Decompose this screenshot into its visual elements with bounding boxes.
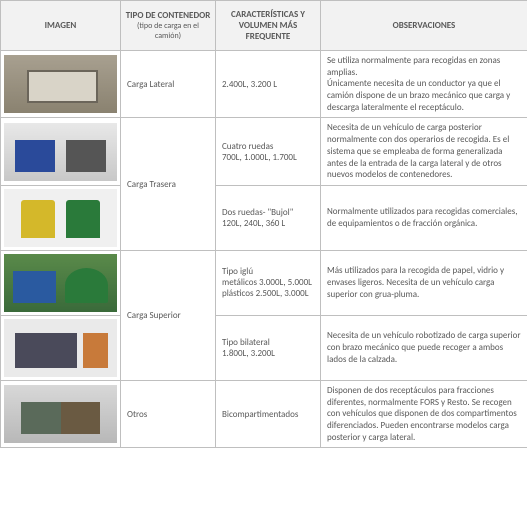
container-image <box>4 254 117 312</box>
table-body: Carga Lateral2.400L, 3.200 LSe utiliza n… <box>1 51 527 448</box>
image-cell <box>1 118 121 185</box>
container-image <box>4 385 117 443</box>
container-types-table: IMAGEN TIPO DE CONTENEDOR(tipo de carga … <box>0 0 527 448</box>
table-row: Tipo bilateral1.800L, 3.200LNecesita de … <box>1 315 527 380</box>
caracteristicas-cell: Cuatro ruedas700L, 1.000L, 1.700L <box>216 118 321 185</box>
caracteristicas-cell: 2.400L, 3.200 L <box>216 51 321 118</box>
image-cell <box>1 51 121 118</box>
col-caracteristicas: CARACTERÍSTICAS Y VOLUMEN MÁS FREQUENTE <box>216 1 321 51</box>
table-row: Carga SuperiorTipo iglúmetálicos 3.000L,… <box>1 250 527 315</box>
caracteristicas-cell: Dos ruedas- "Bujol"120L, 240L, 360 L <box>216 185 321 250</box>
table-row: Carga TraseraCuatro ruedas700L, 1.000L, … <box>1 118 527 185</box>
observaciones-cell: Se utiliza normalmente para recogidas en… <box>321 51 527 118</box>
tipo-cell: Carga Trasera <box>121 118 216 250</box>
container-image <box>4 189 117 247</box>
tipo-cell: Carga Superior <box>121 250 216 380</box>
caracteristicas-cell: Tipo iglúmetálicos 3.000L, 5.000Lplástic… <box>216 250 321 315</box>
col-tipo: TIPO DE CONTENEDOR(tipo de carga en el c… <box>121 1 216 51</box>
caracteristicas-cell: Tipo bilateral1.800L, 3.200L <box>216 315 321 380</box>
table-header-row: IMAGEN TIPO DE CONTENEDOR(tipo de carga … <box>1 1 527 51</box>
table-row: OtrosBicompartimentadosDisponen de dos r… <box>1 380 527 447</box>
tipo-cell: Otros <box>121 380 216 447</box>
observaciones-cell: Disponen de dos receptáculos para fracci… <box>321 380 527 447</box>
container-image <box>4 319 117 377</box>
tipo-cell: Carga Lateral <box>121 51 216 118</box>
col-observaciones: OBSERVACIONES <box>321 1 527 51</box>
image-cell <box>1 185 121 250</box>
observaciones-cell: Necesita de un vehículo de carga posteri… <box>321 118 527 185</box>
observaciones-cell: Necesita de un vehículo robotizado de ca… <box>321 315 527 380</box>
observaciones-cell: Normalmente utilizados para recogidas co… <box>321 185 527 250</box>
container-image <box>4 55 117 113</box>
caracteristicas-cell: Bicompartimentados <box>216 380 321 447</box>
table-row: Carga Lateral2.400L, 3.200 LSe utiliza n… <box>1 51 527 118</box>
image-cell <box>1 250 121 315</box>
table-row: Dos ruedas- "Bujol"120L, 240L, 360 LNorm… <box>1 185 527 250</box>
container-image <box>4 123 117 181</box>
image-cell <box>1 315 121 380</box>
col-imagen: IMAGEN <box>1 1 121 51</box>
image-cell <box>1 380 121 447</box>
observaciones-cell: Más utilizados para la recogida de papel… <box>321 250 527 315</box>
